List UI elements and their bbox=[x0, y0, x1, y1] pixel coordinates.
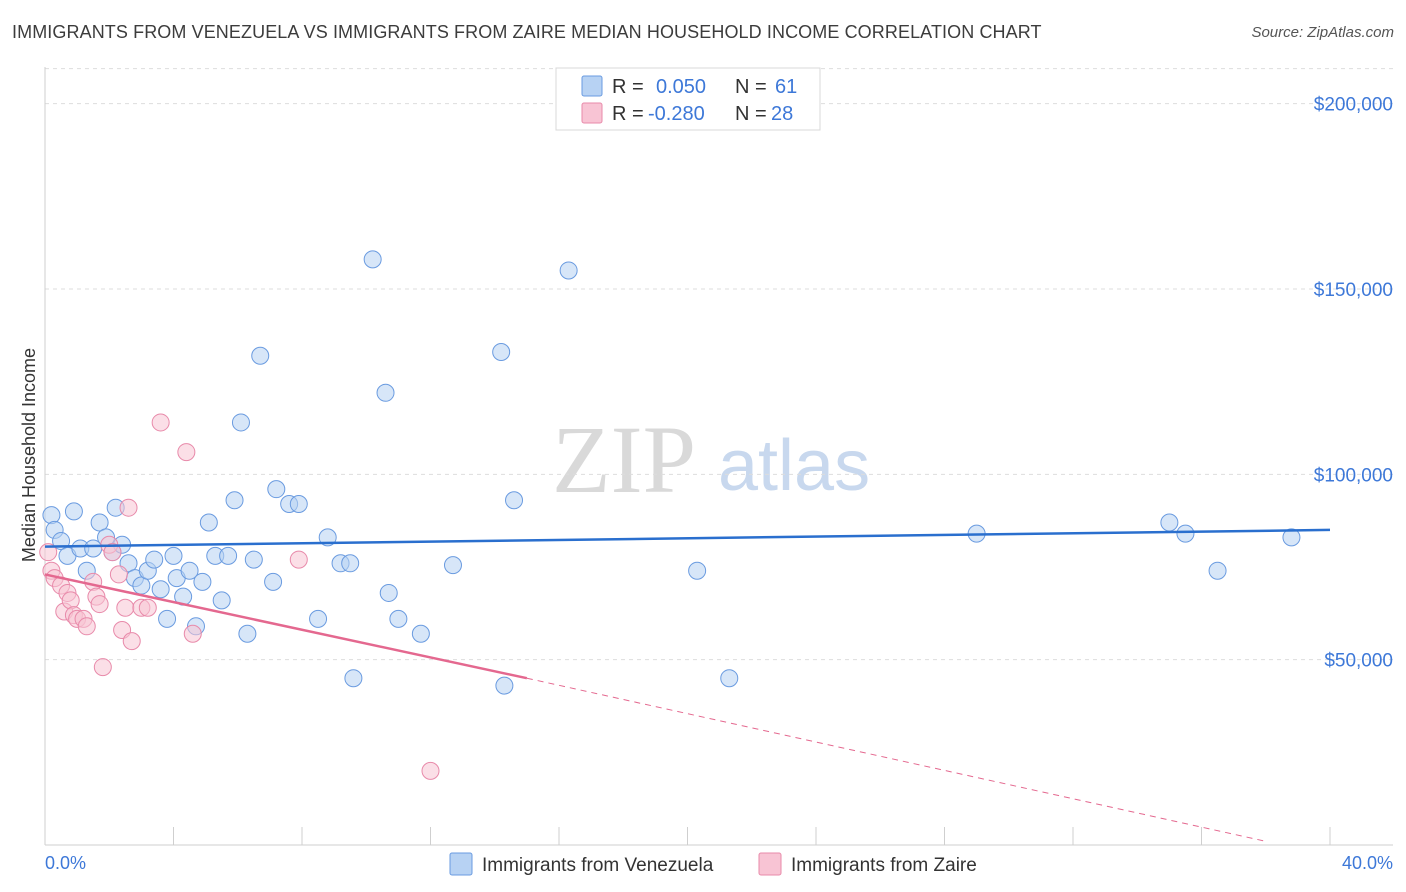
venezuela-point-42 bbox=[341, 554, 360, 573]
venezuela-point-38 bbox=[289, 494, 308, 513]
venezuela-point-58 bbox=[1176, 524, 1195, 543]
axes bbox=[44, 67, 1393, 846]
watermark-zip: ZIP bbox=[552, 406, 696, 513]
venezuela-point-51 bbox=[495, 676, 514, 695]
chart-title: IMMIGRANTS FROM VENEZUELA VS IMMIGRANTS … bbox=[12, 22, 1042, 42]
zaire-point-20 bbox=[119, 498, 138, 517]
x-tick-labels: 0.0% 40.0% bbox=[45, 853, 1393, 873]
venezuela-point-44 bbox=[363, 250, 382, 269]
venezuela-point-33 bbox=[244, 550, 263, 569]
venezuela-point-36 bbox=[267, 480, 286, 499]
venezuela-point-23 bbox=[180, 561, 199, 580]
venezuela-point-25 bbox=[193, 572, 212, 591]
zaire-point-26 bbox=[183, 624, 202, 643]
venezuela-point-59 bbox=[1208, 561, 1227, 580]
legend-n-value-1: 61 bbox=[775, 76, 797, 98]
venezuela-point-54 bbox=[688, 561, 707, 580]
zaire-point-14 bbox=[93, 658, 112, 677]
zaire-trend-extension bbox=[526, 677, 1266, 842]
venezuela-point-34 bbox=[251, 346, 270, 365]
zaire-point-6 bbox=[61, 591, 80, 610]
y-tick-label-3: $200,000 bbox=[1314, 95, 1393, 116]
venezuela-point-39 bbox=[309, 609, 328, 628]
y-tick-label-2: $150,000 bbox=[1314, 280, 1393, 301]
legend-r-label-1: R = bbox=[612, 76, 644, 98]
venezuela-point-19 bbox=[158, 609, 177, 628]
venezuela-point-26 bbox=[199, 513, 218, 532]
venezuela-point-43 bbox=[344, 669, 363, 688]
gridlines bbox=[45, 68, 1393, 661]
venezuela-point-35 bbox=[264, 572, 283, 591]
zaire-point-10 bbox=[77, 617, 96, 636]
venezuela-point-29 bbox=[219, 546, 238, 565]
venezuela-point-40 bbox=[318, 528, 337, 547]
zaire-point-17 bbox=[109, 565, 128, 584]
zaire-point-23 bbox=[138, 598, 157, 617]
venezuela-point-48 bbox=[411, 624, 430, 643]
zaire-point-19 bbox=[116, 598, 135, 617]
y-tick-label-1: $100,000 bbox=[1314, 465, 1393, 486]
trend-lines bbox=[44, 528, 1331, 842]
zaire-point-25 bbox=[177, 443, 196, 462]
venezuela-point-46 bbox=[379, 583, 398, 602]
legend-r-label-2: R = bbox=[612, 103, 644, 125]
venezuela-point-8 bbox=[90, 513, 109, 532]
x-tick-label-0: 0.0% bbox=[45, 853, 86, 873]
zaire-point-16 bbox=[103, 543, 122, 562]
zaire-trend-line bbox=[44, 573, 528, 680]
venezuela-point-53 bbox=[559, 261, 578, 280]
legend-n-label-1: N = bbox=[735, 76, 767, 98]
legend-r-value-1: 0.050 bbox=[656, 76, 706, 98]
venezuela-point-4 bbox=[64, 502, 83, 521]
zaire-point-24 bbox=[151, 413, 170, 432]
venezuela-point-60 bbox=[1282, 528, 1301, 547]
watermark-atlas: atlas bbox=[718, 426, 870, 506]
legend-swatch-zaire bbox=[581, 102, 603, 124]
venezuela-point-30 bbox=[225, 491, 244, 510]
zaire-points bbox=[39, 413, 440, 780]
bottom-legend-zaire: Immigrants from Zaire bbox=[791, 855, 977, 876]
series-legend: Immigrants from Venezuela Immigrants fro… bbox=[449, 852, 977, 876]
y-tick-label-0: $50,000 bbox=[1324, 651, 1393, 672]
zaire-point-0 bbox=[39, 543, 58, 562]
venezuela-trend-line bbox=[44, 528, 1331, 548]
legend-n-label-2: N = bbox=[735, 103, 767, 125]
correlation-legend: R = 0.050 N = 61 R = -0.280 N = 28 bbox=[555, 67, 821, 131]
source-label: Source: ZipAtlas.com bbox=[1251, 24, 1394, 41]
watermark: ZIP atlas bbox=[552, 406, 870, 513]
zaire-point-28 bbox=[421, 761, 440, 780]
venezuela-point-31 bbox=[231, 413, 250, 432]
legend-swatch-venezuela bbox=[581, 75, 603, 97]
venezuela-point-47 bbox=[389, 609, 408, 628]
venezuela-point-55 bbox=[720, 669, 739, 688]
venezuela-point-52 bbox=[505, 491, 524, 510]
venezuela-points bbox=[42, 250, 1301, 695]
legend-n-value-2: 28 bbox=[771, 103, 793, 125]
venezuela-point-0 bbox=[42, 506, 61, 525]
x-tick-label-1: 40.0% bbox=[1342, 853, 1393, 873]
zaire-point-21 bbox=[122, 632, 141, 651]
bottom-legend-venezuela: Immigrants from Venezuela bbox=[482, 855, 714, 876]
zaire-point-13 bbox=[90, 595, 109, 614]
venezuela-point-45 bbox=[376, 383, 395, 402]
bottom-legend-swatch-venezuela bbox=[449, 852, 473, 876]
venezuela-point-50 bbox=[492, 343, 511, 362]
venezuela-point-32 bbox=[238, 624, 257, 643]
venezuela-point-57 bbox=[1160, 513, 1179, 532]
venezuela-point-20 bbox=[164, 546, 183, 565]
venezuela-point-18 bbox=[151, 580, 170, 599]
zaire-point-11 bbox=[84, 572, 103, 591]
venezuela-point-28 bbox=[212, 591, 231, 610]
venezuela-point-17 bbox=[145, 550, 164, 569]
venezuela-point-49 bbox=[443, 556, 462, 575]
y-axis-label: Median Household Income bbox=[19, 348, 39, 562]
legend-r-value-2: -0.280 bbox=[648, 103, 705, 125]
zaire-point-27 bbox=[289, 550, 308, 569]
bottom-legend-swatch-zaire bbox=[758, 852, 782, 876]
y-tick-labels: $50,000 $100,000 $150,000 $200,000 bbox=[1314, 95, 1393, 672]
